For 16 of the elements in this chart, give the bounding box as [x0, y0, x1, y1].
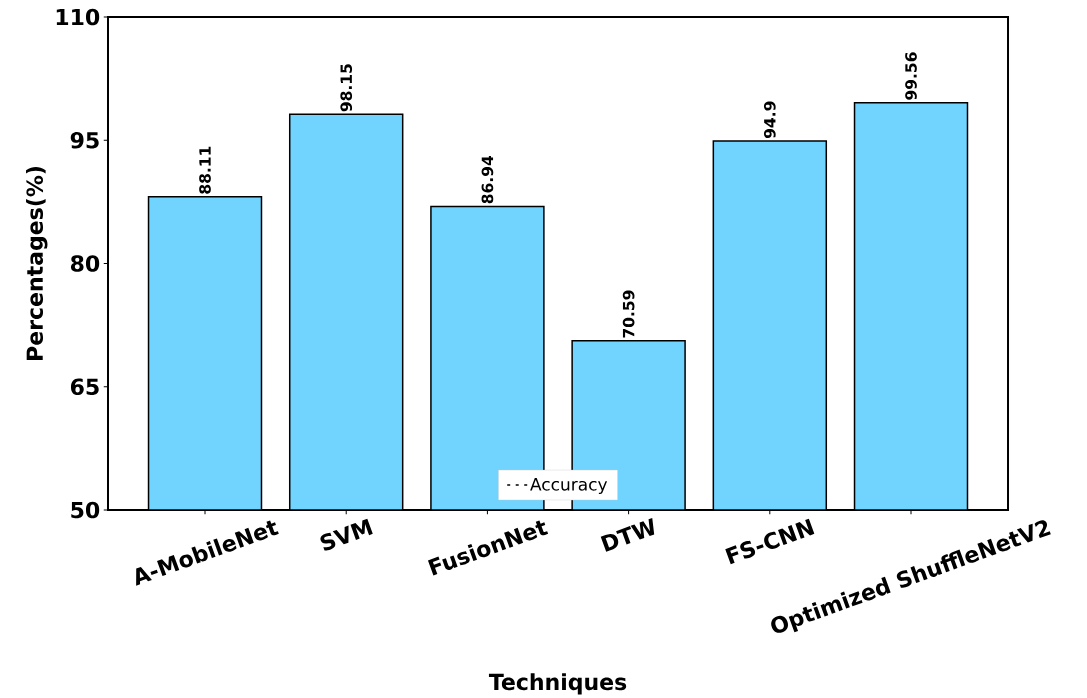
- x-tick-label: SVM: [320, 518, 373, 551]
- data-label: 70.59: [622, 290, 635, 338]
- legend-label: Accuracy: [530, 478, 608, 494]
- y-tick-label: 50: [71, 501, 100, 519]
- y-tick-label: 65: [70, 378, 99, 396]
- x-tick-label: DTW: [600, 518, 655, 552]
- y-axis-title: Percentages(%): [26, 166, 48, 360]
- y-tick-label: 80: [70, 255, 100, 272]
- y-tick-label: 95: [70, 131, 99, 149]
- y-tick-label: 110: [56, 8, 100, 26]
- data-label: 88.11: [199, 146, 211, 194]
- x-axis-title: Techniques: [488, 673, 627, 695]
- data-label: 99.56: [905, 52, 917, 100]
- data-label: 94.9: [763, 101, 776, 139]
- data-label: 98.15: [340, 64, 353, 112]
- data-label: 86.94: [481, 155, 494, 204]
